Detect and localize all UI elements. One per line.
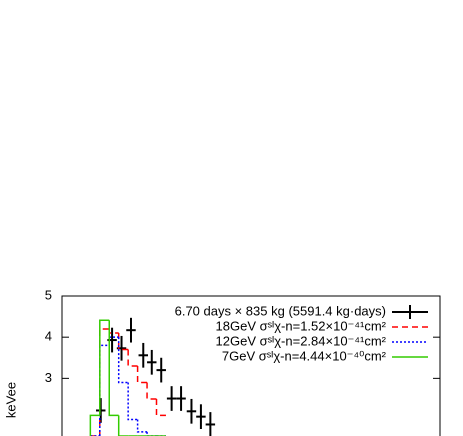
histogram-step (127, 349, 138, 367)
legend-label: 6.70 days × 835 kg (5591.4 kg·days) (175, 303, 386, 318)
histogram-step (136, 366, 148, 384)
histogram-step (155, 398, 166, 417)
histogram-step (99, 344, 110, 436)
histogram-step (117, 337, 129, 384)
histogram-step (127, 382, 138, 421)
plot-frame (61, 295, 441, 436)
histogram-step (146, 382, 157, 400)
histogram-step (99, 319, 110, 416)
histogram-step (108, 328, 119, 334)
histogram-step (117, 415, 129, 436)
legend-label: 12GeV σˢᴵχ-n=2.84×10⁻⁴¹cm² (216, 333, 387, 348)
histogram-step (117, 333, 129, 351)
histogram-step (136, 419, 148, 433)
y-tick-label: 5 (45, 287, 52, 302)
histogram-step (89, 414, 100, 436)
histogram-step (146, 431, 157, 436)
legend-label: 18GeV σˢᴵχ-n=1.52×10⁻⁴¹cm² (216, 318, 387, 333)
legend-label: 7GeV σˢᴵχ-n=4.44×10⁻⁴⁰cm² (222, 348, 387, 363)
histogram-step (108, 336, 119, 346)
y-tick-label: 4 (45, 329, 52, 344)
y-tick-label: 3 (45, 370, 52, 385)
y-axis-label: keVee (3, 382, 18, 418)
histogram-step (108, 320, 119, 417)
